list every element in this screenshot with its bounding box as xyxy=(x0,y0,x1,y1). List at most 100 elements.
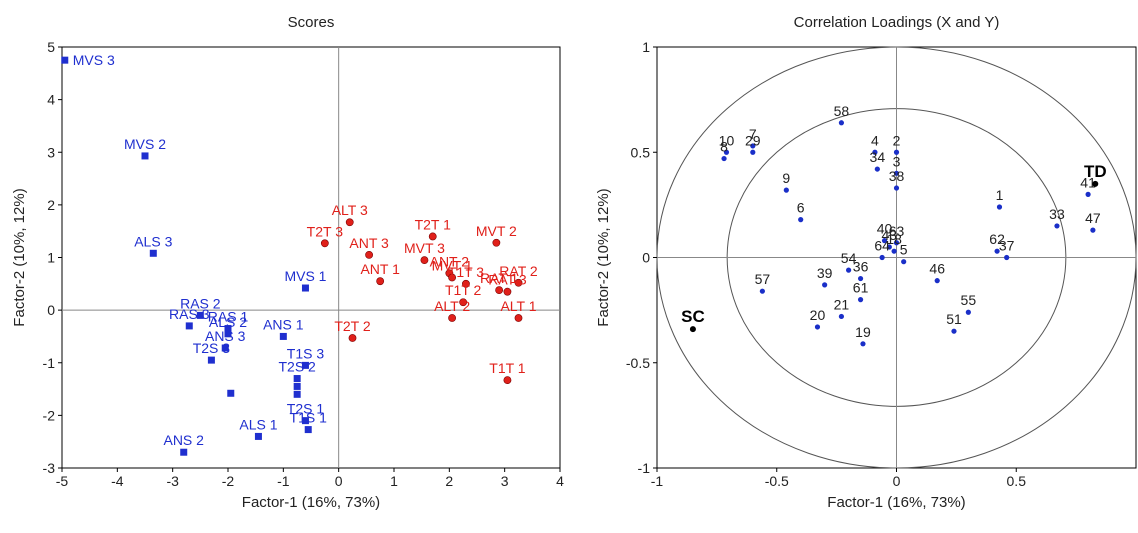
loading-point xyxy=(723,149,730,155)
score-point-label: RAT 3 xyxy=(488,272,527,288)
loading-point-label: 33 xyxy=(1049,206,1065,222)
scores-chart: Scores -5 -4 -3 -2 -1 0 1 2 3 4 -3 -2 -1 0 1 2 3 4 5 MVS … xyxy=(11,14,564,511)
score-point-label: ALT 3 xyxy=(332,202,368,218)
loading-point xyxy=(798,217,804,223)
score-point-circle xyxy=(348,334,357,342)
loading-point-label: 5 xyxy=(900,242,908,258)
loading-point-label: 4 xyxy=(871,132,879,148)
scores-x-tick-label: -2 xyxy=(222,473,235,489)
score-point-square xyxy=(293,390,301,398)
loading-point-label: 41 xyxy=(1080,174,1096,190)
scores-x-tick-label: 0 xyxy=(335,473,343,489)
loading-point-label: 61 xyxy=(853,280,869,296)
loading-point-label: 21 xyxy=(834,296,850,312)
scores-y-tick-label: -3 xyxy=(43,460,56,476)
loading-point-label: 58 xyxy=(834,103,850,119)
scores-y-tick-label: 1 xyxy=(47,250,55,266)
loading-point xyxy=(951,328,957,334)
score-point-label: T2T 2 xyxy=(334,318,371,334)
score-point-label: ANS 2 xyxy=(163,432,204,448)
loadings-y-tick-label: -1 xyxy=(638,460,651,476)
score-point-label: MVT 1 xyxy=(432,257,473,273)
loading-point-label: 38 xyxy=(889,168,905,184)
score-point-label: RAS 2 xyxy=(180,295,221,311)
score-point-square xyxy=(304,426,312,434)
score-point-square xyxy=(227,389,235,397)
loading-point xyxy=(881,238,888,244)
loading-point xyxy=(1054,223,1060,229)
score-point-label: MVS 2 xyxy=(124,136,166,152)
scores-x-tick-label: 2 xyxy=(445,473,453,489)
score-point-square xyxy=(61,56,69,64)
scores-x-tick-label: 3 xyxy=(501,473,509,489)
loading-point-label: 20 xyxy=(810,307,826,323)
score-point-label: RAT 2 xyxy=(499,263,538,279)
loadings-x-tick-label: -1 xyxy=(651,473,664,489)
loading-point xyxy=(721,155,727,162)
score-point-label: ALT 2 xyxy=(434,298,470,314)
loading-point-highlight xyxy=(1092,180,1099,187)
loading-point-label: 3 xyxy=(893,153,901,169)
loading-point-label: 55 xyxy=(961,292,977,308)
loading-point xyxy=(891,248,897,254)
loadings-y-tick-label: 0 xyxy=(642,250,650,266)
loading-point-label: 64 xyxy=(874,238,890,254)
loading-point xyxy=(1090,227,1096,233)
score-point-circle xyxy=(514,314,523,322)
score-point-label: T2S 2 xyxy=(278,359,316,375)
loading-point xyxy=(838,313,845,320)
loading-point xyxy=(822,282,828,288)
loading-point-label: 46 xyxy=(929,261,945,277)
loading-point xyxy=(860,341,866,347)
scores-title: Scores xyxy=(288,14,335,31)
loading-point xyxy=(893,170,900,176)
score-point-circle xyxy=(376,277,385,286)
loading-point-label: 10 xyxy=(719,132,735,148)
loading-point xyxy=(893,185,900,191)
score-point-label: ALS 3 xyxy=(134,233,172,249)
score-point-square xyxy=(293,382,301,390)
scores-y-tick-label: 0 xyxy=(47,302,55,318)
score-point-label: T2T 3 xyxy=(307,223,344,239)
loading-point-label: 37 xyxy=(999,238,1015,254)
score-point-label: T1T 2 xyxy=(445,282,482,298)
scores-y-tick-label: 3 xyxy=(47,144,55,160)
loading-point xyxy=(901,259,907,265)
score-point-square xyxy=(224,330,232,338)
loading-point xyxy=(886,244,892,250)
scores-y-tick-label: 5 xyxy=(47,39,55,55)
score-point-label: T2S 3 xyxy=(193,340,231,356)
score-point-label: RAT 1 xyxy=(480,270,519,286)
loading-point xyxy=(750,143,756,149)
score-point-label: ANT 2 xyxy=(430,253,470,269)
loading-point-label: 43 xyxy=(882,227,898,243)
score-point-label: T1T 1 xyxy=(489,360,526,376)
score-point-label: RAS 1 xyxy=(208,309,249,325)
loading-point-label: 40 xyxy=(877,221,893,237)
loading-point xyxy=(874,166,880,172)
score-point-label: RAS 3 xyxy=(169,306,210,322)
loadings-y-axis-label: Factor-2 (10%, 12%) xyxy=(595,188,612,326)
scores-x-tick-label: -3 xyxy=(166,473,179,489)
loading-point xyxy=(846,267,852,273)
score-point-circle xyxy=(503,287,512,296)
loading-point-label: 62 xyxy=(989,231,1005,247)
loadings-title: Correlation Loadings (X and Y) xyxy=(794,14,1000,31)
score-point-label: T1S 3 xyxy=(287,345,325,361)
score-point-square xyxy=(180,448,188,456)
loading-point xyxy=(965,309,971,315)
score-point-circle xyxy=(495,286,504,295)
scores-y-tick-label: 2 xyxy=(47,197,55,213)
score-point-square xyxy=(293,375,301,383)
score-point-square xyxy=(185,322,193,330)
loading-point-label: 7 xyxy=(749,126,757,142)
loading-point-label: 1 xyxy=(996,187,1004,203)
loading-point-label: 9 xyxy=(782,170,790,186)
score-point-square xyxy=(141,152,149,160)
score-point-square xyxy=(207,356,215,364)
loading-point-label: 2 xyxy=(893,132,901,148)
score-point-circle xyxy=(492,238,501,247)
scores-y-tick-label: -2 xyxy=(43,407,56,423)
